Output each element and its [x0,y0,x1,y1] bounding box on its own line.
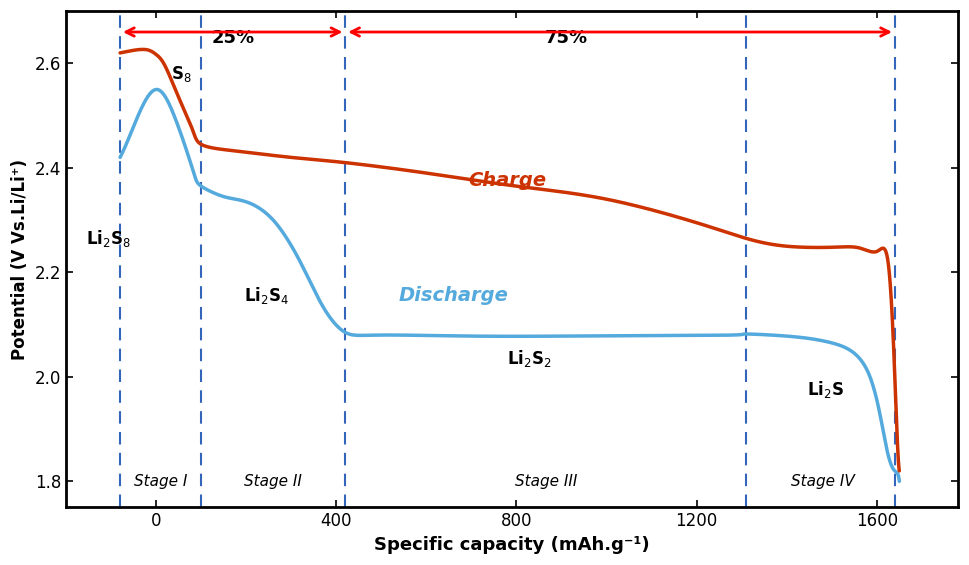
Text: Stage II: Stage II [244,474,302,489]
Y-axis label: Potential (V Vs.Li/Li⁺): Potential (V Vs.Li/Li⁺) [11,159,29,360]
Text: Charge: Charge [468,171,547,190]
Text: Li$_2$S: Li$_2$S [807,380,844,401]
Text: Li$_2$S$_2$: Li$_2$S$_2$ [508,348,552,369]
Text: 75%: 75% [545,29,587,47]
Text: Li$_2$S$_4$: Li$_2$S$_4$ [244,285,289,306]
Text: Stage IV: Stage IV [791,474,855,489]
X-axis label: Specific capacity (mAh.g⁻¹): Specific capacity (mAh.g⁻¹) [374,536,650,554]
Text: Stage III: Stage III [515,474,577,489]
Text: 25%: 25% [211,29,254,47]
Text: Discharge: Discharge [398,286,509,305]
Text: Li$_2$S$_8$: Li$_2$S$_8$ [86,228,132,249]
Text: Stage I: Stage I [134,474,187,489]
Text: S$_8$: S$_8$ [171,64,191,84]
